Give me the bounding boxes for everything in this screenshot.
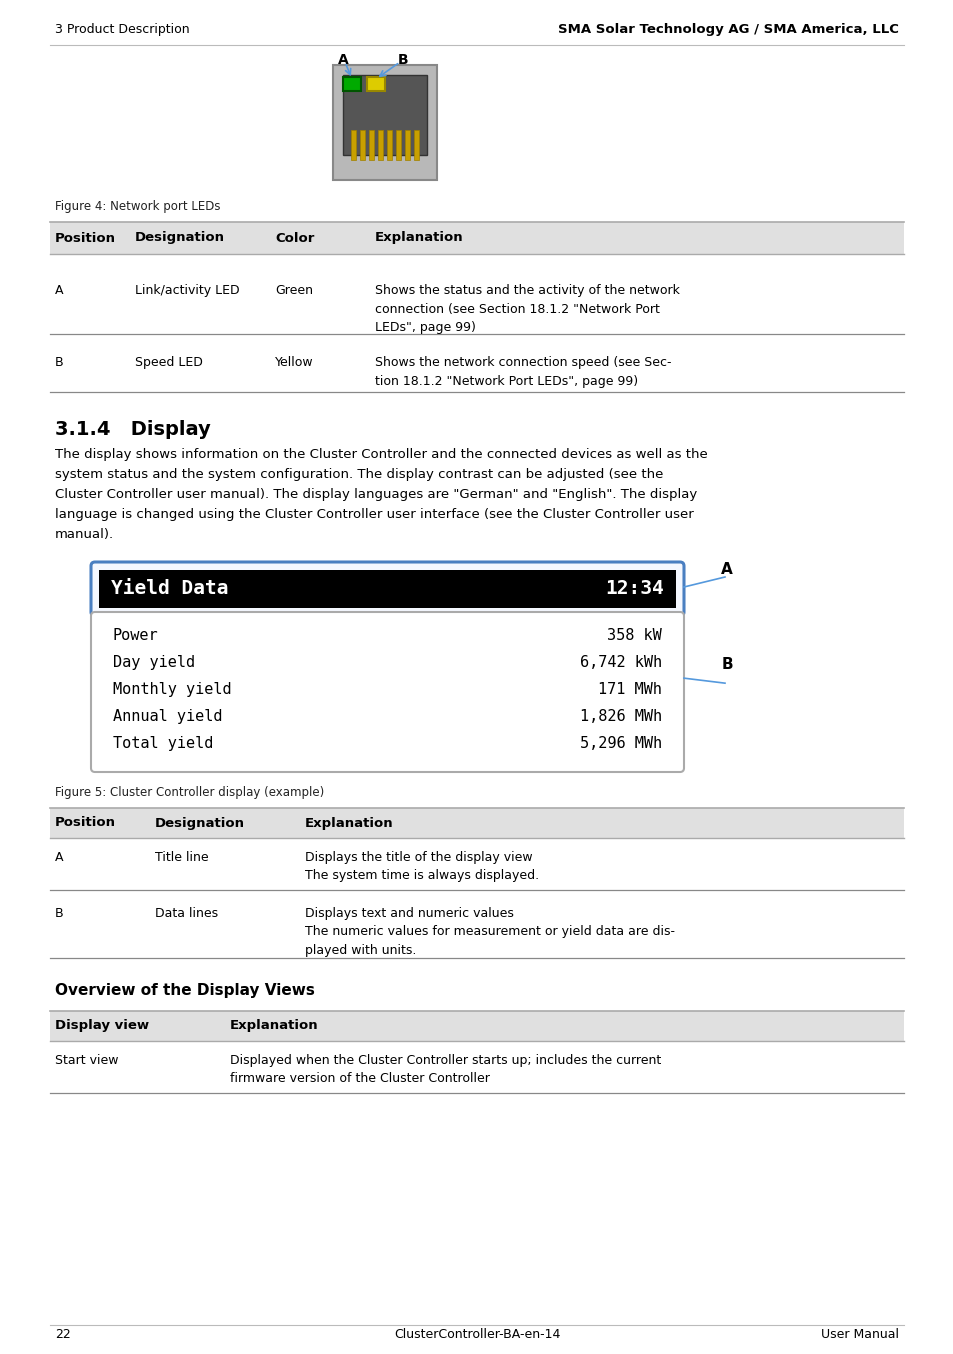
Bar	[405, 130, 410, 160]
FancyBboxPatch shape	[91, 612, 683, 772]
Text: ClusterController-BA-en-14: ClusterController-BA-en-14	[394, 1328, 559, 1342]
Text: manual).: manual).	[55, 528, 114, 542]
Text: SMA Solar Technology AG / SMA America, LLC: SMA Solar Technology AG / SMA America, L…	[558, 23, 898, 37]
Text: 358 kW: 358 kW	[607, 628, 661, 643]
Text: system status and the system configuration. The display contrast can be adjusted: system status and the system configurati…	[55, 468, 662, 481]
Text: Position: Position	[55, 232, 116, 245]
Text: Cluster Controller user manual). The display languages are "German" and "English: Cluster Controller user manual). The dis…	[55, 487, 697, 501]
Text: Designation: Designation	[154, 816, 245, 830]
Text: language is changed using the Cluster Controller user interface (see the Cluster: language is changed using the Cluster Co…	[55, 508, 693, 521]
Text: Position: Position	[55, 816, 116, 830]
Text: B: B	[55, 356, 64, 370]
Bar	[50, 808, 903, 838]
Text: Explanation: Explanation	[375, 232, 463, 245]
Text: Display view: Display view	[55, 1020, 149, 1033]
Bar	[50, 838, 903, 890]
Text: 3 Product Description: 3 Product Description	[55, 23, 190, 37]
Text: Displays text and numeric values
The numeric values for measurement or yield dat: Displays text and numeric values The num…	[305, 907, 675, 957]
Text: Explanation: Explanation	[230, 1020, 318, 1033]
Text: 22: 22	[55, 1328, 71, 1342]
Text: Total yield: Total yield	[112, 737, 213, 751]
Bar	[50, 890, 903, 959]
Text: Day yield: Day yield	[112, 655, 195, 670]
Bar	[367, 77, 385, 91]
Text: Link/activity LED: Link/activity LED	[135, 284, 239, 298]
Bar	[50, 334, 903, 393]
Bar	[351, 130, 355, 160]
Bar	[333, 65, 436, 180]
Text: 1,826 MWh: 1,826 MWh	[579, 709, 661, 724]
Text: Data lines: Data lines	[154, 907, 218, 919]
Text: Figure 4: Network port LEDs: Figure 4: Network port LEDs	[55, 200, 220, 213]
Text: Displayed when the Cluster Controller starts up; includes the current
firmware v: Displayed when the Cluster Controller st…	[230, 1053, 660, 1086]
Text: Yellow: Yellow	[274, 356, 314, 370]
Text: The display shows information on the Cluster Controller and the connected device: The display shows information on the Clu…	[55, 448, 707, 460]
Text: Green: Green	[274, 284, 313, 298]
Text: Shows the network connection speed (see Sec-
tion 18.1.2 "Network Port LEDs", pa: Shows the network connection speed (see …	[375, 356, 671, 387]
Text: B: B	[55, 907, 64, 919]
Text: Displays the title of the display view
The system time is always displayed.: Displays the title of the display view T…	[305, 852, 538, 883]
Text: Overview of the Display Views: Overview of the Display Views	[55, 983, 314, 998]
Text: Monthly yield: Monthly yield	[112, 682, 232, 697]
Bar	[369, 130, 374, 160]
Bar	[387, 130, 392, 160]
Bar	[99, 570, 676, 608]
Bar	[414, 130, 418, 160]
Bar	[395, 130, 400, 160]
Text: B: B	[397, 53, 408, 66]
Text: 171 MWh: 171 MWh	[598, 682, 661, 697]
Text: Start view: Start view	[55, 1053, 118, 1067]
Text: A: A	[337, 53, 348, 66]
Text: Explanation: Explanation	[305, 816, 394, 830]
FancyBboxPatch shape	[91, 562, 683, 616]
Bar	[50, 222, 903, 255]
Text: Color: Color	[274, 232, 314, 245]
Text: Yield Data: Yield Data	[111, 580, 229, 598]
Text: Shows the status and the activity of the network
connection (see Section 18.1.2 : Shows the status and the activity of the…	[375, 284, 679, 334]
Text: B: B	[720, 657, 732, 672]
Text: A: A	[55, 284, 64, 298]
Bar	[343, 77, 360, 91]
Bar	[50, 255, 903, 334]
Text: Annual yield: Annual yield	[112, 709, 222, 724]
Text: A: A	[720, 562, 732, 577]
Text: Speed LED: Speed LED	[135, 356, 203, 370]
Bar	[377, 130, 382, 160]
Text: 6,742 kWh: 6,742 kWh	[579, 655, 661, 670]
Text: A: A	[55, 852, 64, 864]
Bar	[50, 1011, 903, 1041]
Text: 3.1.4   Display: 3.1.4 Display	[55, 420, 211, 439]
Text: Power: Power	[112, 628, 158, 643]
Bar	[359, 130, 365, 160]
Text: 12:34: 12:34	[604, 580, 663, 598]
Bar	[50, 1041, 903, 1093]
Text: User Manual: User Manual	[821, 1328, 898, 1342]
Text: 5,296 MWh: 5,296 MWh	[579, 737, 661, 751]
Bar	[343, 74, 427, 154]
Text: Title line: Title line	[154, 852, 209, 864]
Text: Designation: Designation	[135, 232, 225, 245]
Text: Figure 5: Cluster Controller display (example): Figure 5: Cluster Controller display (ex…	[55, 787, 324, 799]
